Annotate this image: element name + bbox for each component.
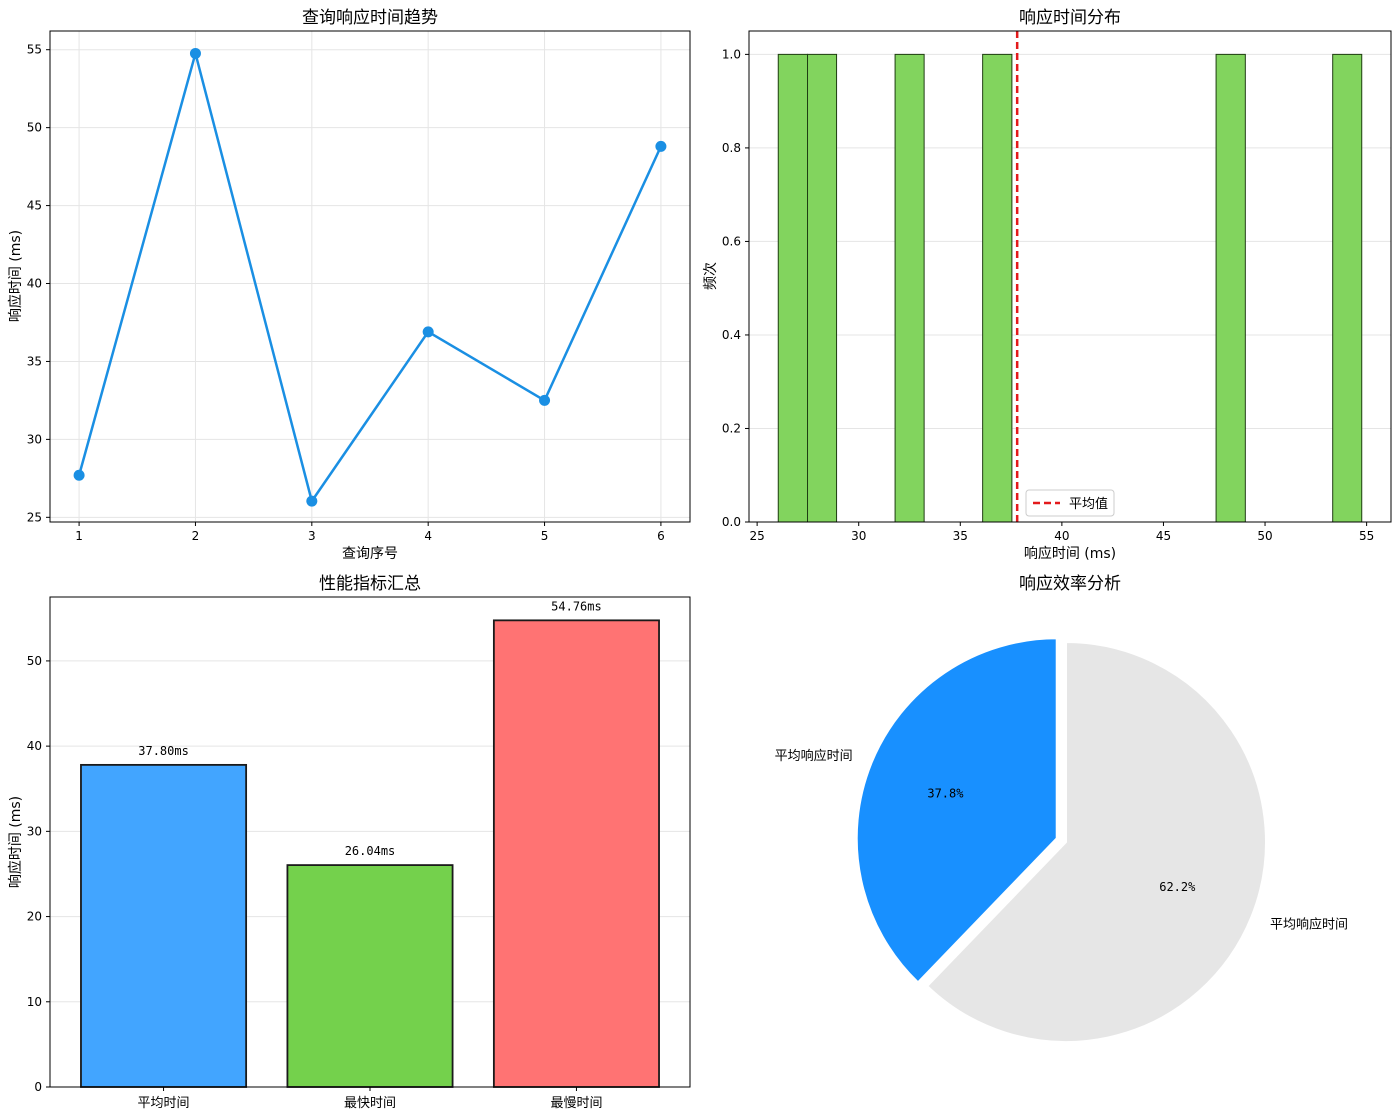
pie-percent-label: 62.2% — [1159, 880, 1196, 894]
histogram-grid — [749, 53, 1391, 523]
x-tick-label: 50 — [1257, 529, 1272, 543]
x-tick-label: 6 — [657, 529, 665, 543]
line-chart-frame — [49, 30, 691, 523]
pie-slice-label: 平均响应时间 — [775, 748, 853, 764]
bar-chart-title: 性能指标汇总 — [319, 574, 421, 594]
response-time-point — [422, 326, 434, 338]
line-chart-grid — [50, 31, 690, 522]
y-tick-label: 45 — [27, 199, 42, 213]
x-tick-label: 35 — [953, 529, 968, 543]
y-tick-label: 35 — [27, 354, 42, 368]
legend-box — [1025, 489, 1115, 517]
metric-bar — [286, 864, 454, 1088]
metric-bar — [492, 619, 660, 1088]
y-tick-label: 40 — [27, 739, 42, 753]
bar-value-label: 37.80ms — [138, 744, 189, 758]
y-tick-label: 10 — [27, 995, 42, 1009]
bar-chart-ticks: 0 10 20 30 40 50 平均时间 最快时间 最慢时间 — [27, 654, 603, 1111]
x-tick-label: 1 — [75, 529, 83, 543]
y-tick-label: 25 — [27, 510, 42, 524]
line-chart-title: 查询响应时间趋势 — [302, 8, 438, 28]
pie-chart-panel: 37.8% 平均响应时间 62.2% 平均响应时间 响应效率分析 — [775, 574, 1348, 1043]
bar-chart-panel: 37.80ms 26.04ms 54.76ms 0 10 20 30 40 50 平均时间 最快时… — [7, 574, 691, 1111]
x-tick-label: 45 — [1156, 529, 1171, 543]
y-tick-label: 40 — [27, 277, 42, 291]
y-tick-label: 20 — [27, 910, 42, 924]
x-category-label: 平均时间 — [138, 1096, 190, 1111]
bar-chart-ylabel: 响应时间 (ms) — [7, 796, 24, 888]
y-tick-label: 0.8 — [722, 141, 741, 155]
y-tick-label: 0 — [34, 1080, 42, 1094]
legend-mean-label: 平均值 — [1069, 496, 1108, 512]
bar-chart-plot: 37.80ms 26.04ms 54.76ms — [80, 599, 660, 1088]
response-time-point — [306, 495, 318, 507]
histogram-legend: 平均值 — [1025, 489, 1115, 517]
line-chart-xlabel: 查询序号 — [342, 546, 398, 562]
histogram-ylabel: 频次 — [703, 262, 719, 290]
x-tick-label: 30 — [851, 529, 866, 543]
histogram-title: 响应时间分布 — [1019, 8, 1121, 28]
histogram-ticks: 0.0 0.2 0.4 0.6 0.8 1.0 25 30 35 40 45 50 55 — [722, 47, 1374, 543]
histogram-plot — [777, 31, 1363, 523]
histogram-bar — [1215, 53, 1246, 523]
y-tick-label: 55 — [27, 43, 42, 57]
line-chart-plot — [73, 47, 667, 507]
y-tick-label: 50 — [27, 654, 42, 668]
x-tick-label: 55 — [1359, 529, 1374, 543]
y-tick-label: 0.6 — [722, 234, 741, 248]
x-tick-label: 2 — [192, 529, 200, 543]
x-category-label: 最快时间 — [344, 1096, 396, 1111]
y-tick-label: 0.2 — [722, 421, 741, 435]
x-tick-label: 3 — [308, 529, 316, 543]
bar-value-label: 54.76ms — [551, 599, 602, 613]
x-tick-label: 5 — [541, 529, 549, 543]
x-tick-label: 4 — [424, 529, 432, 543]
x-category-label: 最慢时间 — [550, 1095, 602, 1111]
histogram-bar — [1332, 53, 1363, 523]
y-tick-label: 30 — [27, 824, 42, 838]
histogram-panel: 0.00.20.40.60.81.025 30 35 40 45 50 55 响应时间分布 … — [703, 8, 1392, 562]
line-chart-ylabel: 响应时间 (ms) — [7, 230, 24, 322]
histogram-frame — [748, 30, 1392, 523]
histogram-bar — [982, 53, 1013, 523]
y-tick-label: 1.0 — [722, 47, 741, 61]
response-time-point — [189, 47, 201, 59]
pie-slice — [925, 640, 1267, 1043]
metric-bar — [80, 763, 248, 1088]
pie-percent-label: 37.8% — [927, 786, 964, 800]
histogram-bar — [894, 53, 925, 523]
x-tick-label: 25 — [749, 529, 764, 543]
bar-value-label: 26.04ms — [345, 844, 396, 858]
histogram-bar — [777, 53, 809, 523]
y-tick-label: 50 — [27, 121, 42, 135]
pie-chart-title: 响应效率分析 — [1019, 574, 1121, 594]
response-time-line — [77, 48, 663, 505]
response-time-point — [655, 140, 667, 152]
pie-slice — [855, 637, 1058, 984]
pie-slice-label: 平均响应时间 — [1270, 916, 1348, 932]
histogram-bar — [807, 53, 838, 523]
response-time-point — [539, 394, 551, 406]
x-tick-label: 40 — [1054, 529, 1069, 543]
y-tick-label: 0.4 — [722, 328, 741, 342]
response-time-point — [73, 469, 85, 481]
y-tick-label: 30 — [27, 432, 42, 446]
y-tick-label: 0.0 — [722, 515, 741, 529]
pie-chart-plot: 37.8% 平均响应时间 62.2% 平均响应时间 — [775, 637, 1348, 1043]
histogram-xlabel: 响应时间 (ms) — [1024, 545, 1116, 562]
